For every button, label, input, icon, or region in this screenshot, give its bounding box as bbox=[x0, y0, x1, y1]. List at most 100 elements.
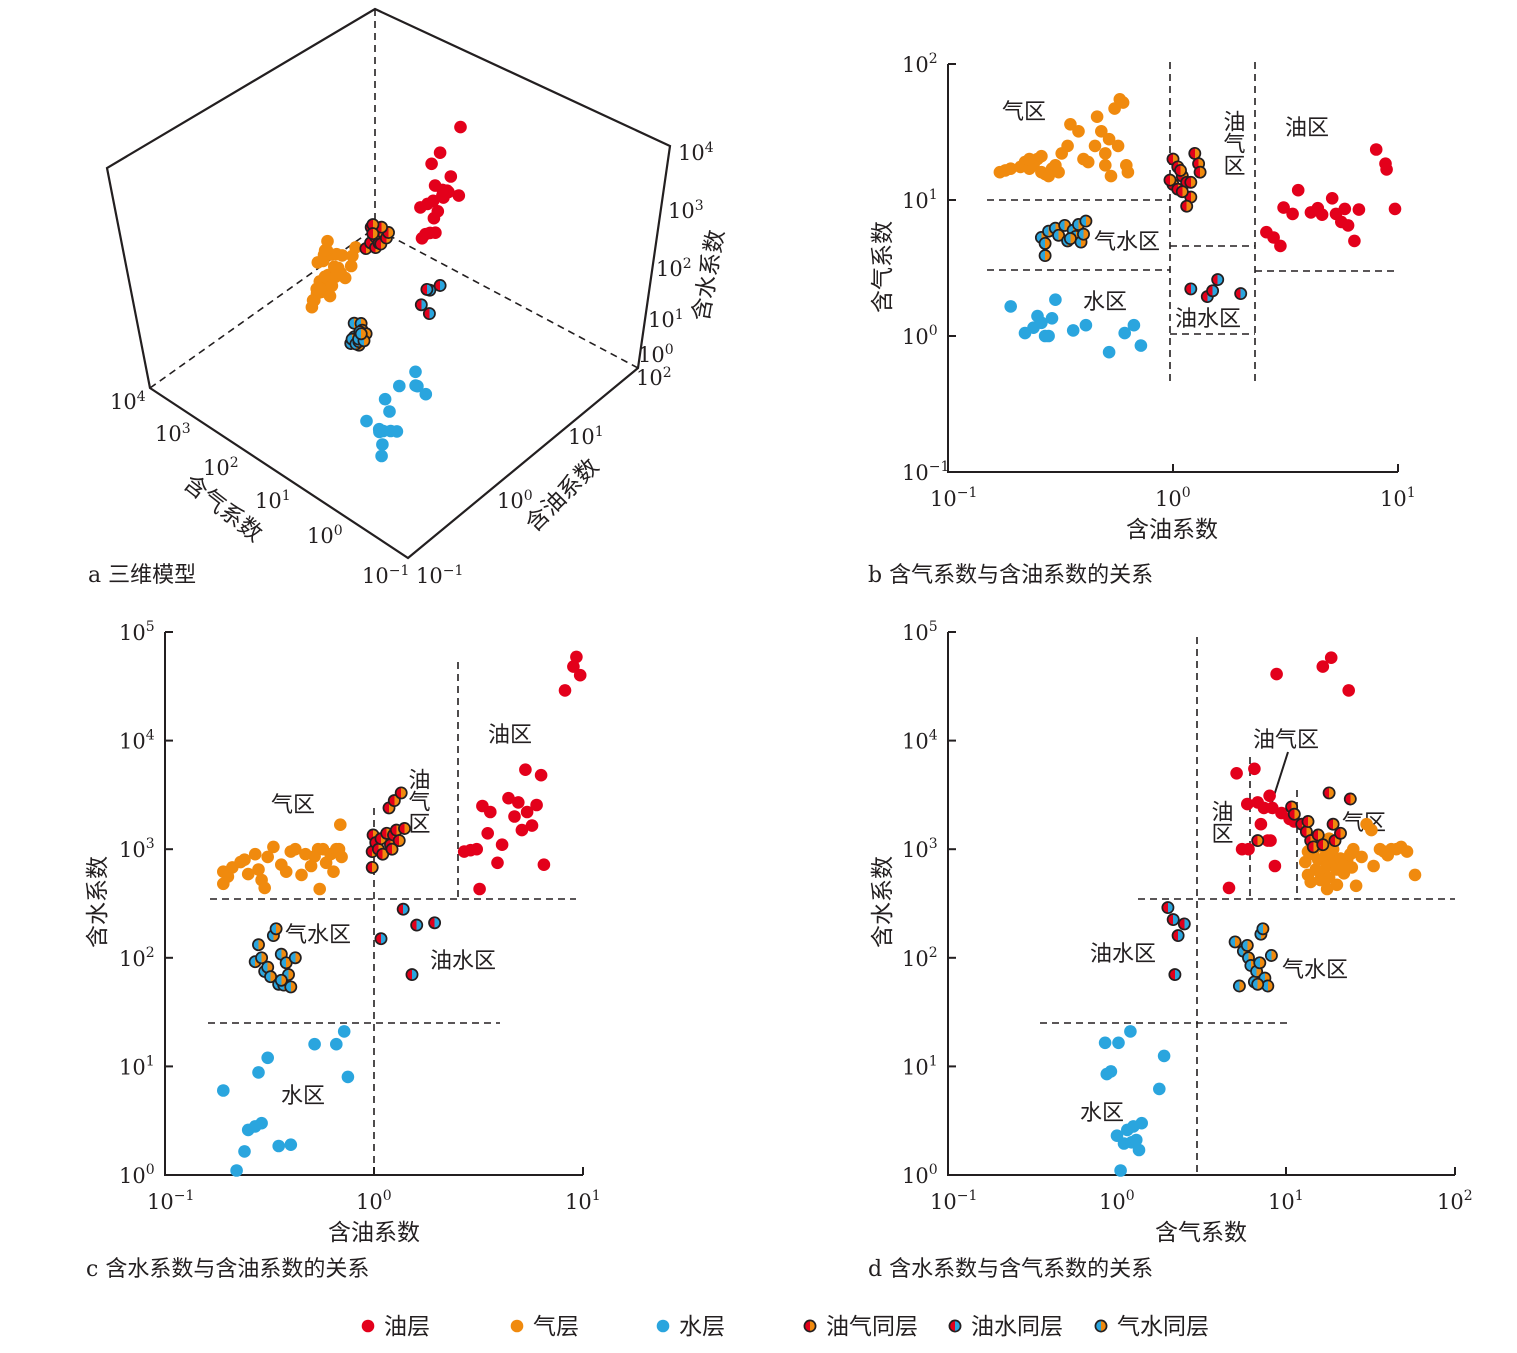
point-oil bbox=[515, 823, 529, 837]
point-water bbox=[1134, 339, 1148, 352]
3d-gas-tick-1e2: 102 bbox=[203, 455, 239, 480]
point-oilgas bbox=[1163, 173, 1177, 187]
point-gas bbox=[334, 818, 347, 831]
panel-b-axis-lines bbox=[947, 64, 1398, 473]
point-gas bbox=[1301, 868, 1315, 882]
point-water bbox=[1042, 329, 1055, 343]
panel-b-zone-labels: 气区 油气区 油区 气水区 水区 油水区 bbox=[1002, 100, 1329, 332]
point-gaswater bbox=[274, 973, 288, 987]
point-gas bbox=[267, 840, 280, 854]
point3d-water bbox=[390, 425, 404, 438]
point-gaswater bbox=[288, 951, 302, 965]
point-water bbox=[1127, 318, 1141, 332]
point-water bbox=[1102, 345, 1116, 359]
panel-d-caption: d 含水系数与含气系数的关系 bbox=[868, 1257, 1153, 1282]
point-gaswater bbox=[1077, 227, 1090, 241]
3d-box-frame bbox=[105, 7, 672, 560]
point-oilgas bbox=[1287, 807, 1301, 821]
point-gas bbox=[1299, 855, 1312, 869]
point3d-oil bbox=[431, 205, 445, 218]
point3d-gas bbox=[323, 289, 337, 303]
y-tick-label: 103 bbox=[902, 836, 938, 862]
c-zone-label-oil: 油区 bbox=[488, 723, 532, 748]
legend-marker-oilwater bbox=[948, 1319, 962, 1333]
point-water bbox=[1157, 1049, 1171, 1063]
point-gas bbox=[1111, 139, 1125, 153]
point-oil bbox=[1352, 203, 1366, 216]
point-oil bbox=[1277, 201, 1290, 214]
3d-water-tick-1e2: 102 bbox=[656, 256, 692, 281]
b-zone-label-gaswater: 气水区 bbox=[1094, 230, 1160, 255]
point-oil bbox=[1241, 797, 1254, 811]
point-oil bbox=[1388, 202, 1402, 216]
point3d-gas bbox=[310, 282, 324, 296]
point-oil bbox=[534, 768, 548, 782]
panel-b-chart: 含油系数 含气系数 b 含气系数与含油系数的关系 气区 油气区 油区 气水区 水… bbox=[868, 51, 1416, 588]
point-oil bbox=[1230, 767, 1243, 780]
point-gas bbox=[252, 863, 265, 876]
y-tick-label: 101 bbox=[902, 187, 938, 213]
b-zone-label-water: 水区 bbox=[1083, 290, 1127, 315]
point-water bbox=[1118, 326, 1131, 340]
point-oil bbox=[558, 684, 572, 697]
point-oil bbox=[525, 819, 539, 832]
point-gas bbox=[1102, 132, 1116, 146]
point3d-gas bbox=[321, 234, 334, 248]
point-oil bbox=[512, 796, 525, 809]
y-tick-label: 104 bbox=[119, 728, 155, 754]
y-tick-label: 100 bbox=[902, 1162, 938, 1188]
panel-d-chart: 含气系数 含水系数 d 含水系数与含气系数的关系 油气区 油区 气区 油水区 气… bbox=[868, 619, 1473, 1282]
point3d-gas bbox=[344, 259, 358, 273]
point-oilgas bbox=[1326, 817, 1340, 831]
y-tick-label: 105 bbox=[119, 619, 155, 645]
point-gas bbox=[304, 859, 318, 873]
panel-d-xlabel: 含气系数 bbox=[1155, 1220, 1247, 1246]
point-oilgas bbox=[1184, 175, 1198, 189]
point-oil bbox=[1268, 859, 1282, 873]
point3d-oil bbox=[436, 183, 449, 197]
3d-gas-axis-ticks: 104 103 102 101 100 10−1 bbox=[110, 389, 409, 588]
point-oilwater bbox=[1171, 929, 1185, 943]
point-gaswater bbox=[255, 951, 269, 965]
point-oil bbox=[537, 858, 551, 871]
point-gas bbox=[1023, 152, 1036, 166]
3d-oil-tick-1e0: 100 bbox=[497, 488, 533, 513]
point-oil bbox=[1325, 192, 1339, 205]
point-gaswater bbox=[1264, 949, 1278, 962]
point-gas bbox=[1121, 165, 1135, 179]
legend-item-oilgas: 油气同层 bbox=[803, 1314, 918, 1340]
x-tick-label: 101 bbox=[1268, 1188, 1304, 1214]
point-water bbox=[1045, 312, 1059, 325]
point-oil bbox=[1338, 202, 1352, 216]
legend-item-water: 水层 bbox=[656, 1314, 725, 1340]
point-gas bbox=[1347, 842, 1360, 856]
panel-c-points bbox=[217, 650, 587, 1177]
point3d-oil bbox=[454, 120, 467, 134]
point-oil bbox=[502, 791, 515, 805]
legend-label: 气水同层 bbox=[1117, 1314, 1209, 1340]
point3d-gas bbox=[334, 266, 348, 280]
b-zone-label-oilwater: 油水区 bbox=[1175, 307, 1241, 332]
point-oil bbox=[1342, 684, 1355, 697]
point3d-oilwater bbox=[433, 279, 447, 292]
point-gaswater bbox=[252, 938, 265, 952]
d-zone-label-oilwater: 油水区 bbox=[1090, 942, 1156, 967]
point-oilwater bbox=[1184, 282, 1198, 296]
3d-water-axis-label: 含水系数 bbox=[688, 228, 730, 323]
y-tick-label: 102 bbox=[119, 945, 155, 971]
panel-b-ylabel: 含气系数 bbox=[870, 221, 896, 313]
point-oilwater bbox=[1234, 287, 1248, 301]
point-oil bbox=[530, 798, 543, 812]
3d-oil-tick-1e-1: 10−1 bbox=[416, 563, 463, 588]
3d-water-tick-1e0: 100 bbox=[638, 342, 674, 367]
point-gas bbox=[1367, 859, 1380, 873]
y-tick-label: 102 bbox=[902, 51, 938, 77]
3d-oil-axis-ticks: 10−1 100 101 102 bbox=[416, 365, 672, 588]
point-gaswater bbox=[1232, 979, 1246, 993]
point-oilgas bbox=[1301, 815, 1315, 828]
point-gaswater bbox=[284, 980, 298, 994]
3d-water-tick-1e4: 104 bbox=[678, 140, 714, 165]
point-gaswater bbox=[1038, 249, 1052, 263]
point-oil bbox=[1222, 881, 1236, 895]
point-gas bbox=[1400, 845, 1414, 858]
